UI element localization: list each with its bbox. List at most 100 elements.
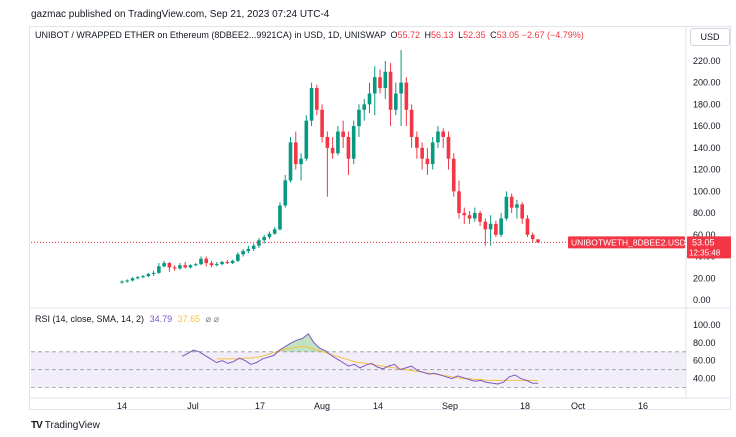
time-tick-label: 17: [255, 401, 265, 411]
rsi-value: 34.79: [149, 314, 173, 324]
candle-body: [320, 109, 324, 137]
candle-body: [167, 263, 172, 268]
candle-body: [457, 191, 461, 214]
price-tag-bg: [687, 236, 731, 259]
candle-body: [146, 273, 151, 277]
candle-body: [135, 277, 140, 279]
time-tick-label: Aug: [314, 401, 330, 411]
candle-body: [341, 131, 345, 137]
high-label: H: [424, 30, 432, 40]
price-tick-label: 0.00: [693, 295, 711, 305]
rsi-settings-glyphs[interactable]: ⌀ ⌀: [205, 314, 219, 324]
candle-body: [441, 131, 446, 137]
candle-body: [536, 239, 540, 243]
candle-body: [172, 267, 177, 269]
candle-body: [299, 158, 303, 165]
candle-body: [283, 180, 288, 206]
candle-body: [399, 82, 403, 94]
price-tick-label: 20.00: [693, 273, 716, 283]
candle-body: [236, 254, 240, 261]
candle-body: [130, 278, 135, 281]
time-tick-label: 16: [638, 401, 648, 411]
time-tick-label: 14: [117, 401, 127, 411]
candle-body: [462, 213, 467, 216]
rsi-line: [181, 333, 539, 385]
candle-body: [151, 272, 156, 274]
price-tick-label: 220.00: [693, 56, 721, 66]
price-tick-label: 120.00: [693, 165, 721, 175]
candle-body: [404, 82, 409, 110]
candle-body: [425, 158, 430, 165]
candle-body: [525, 218, 530, 235]
rsi-tick-label: 40.00: [693, 374, 716, 384]
candle-body: [515, 204, 519, 208]
candle-body: [157, 266, 161, 273]
candle-body: [330, 147, 335, 154]
candle-body: [409, 109, 414, 137]
candle-body: [315, 88, 319, 110]
candle-body: [251, 245, 256, 249]
close-label: C: [490, 30, 497, 40]
price-tag-value: 53.05: [692, 237, 715, 247]
candle-body: [241, 251, 245, 255]
time-tick-label: Oct: [571, 401, 586, 411]
candle-body: [125, 280, 130, 282]
candle-body: [336, 131, 340, 154]
candle-body: [530, 234, 535, 240]
candle-body: [494, 223, 498, 235]
low-label: L: [458, 30, 464, 40]
candle-body: [257, 240, 261, 246]
candle-body: [451, 158, 456, 192]
time-tick-label: Jul: [187, 401, 199, 411]
time-tick-label: 14: [373, 401, 383, 411]
candle-body: [509, 196, 514, 208]
footer-brand: TradingView: [44, 420, 100, 431]
symbol-title: UNIBOT / WRAPPED ETHER on Ethereum (8DBE…: [35, 30, 386, 40]
price-tag-countdown: 12:35:48: [689, 248, 721, 257]
candle-body: [193, 264, 198, 266]
tradingview-logo-icon: TV: [31, 420, 43, 431]
symbol-legend: UNIBOT / WRAPPED ETHER on Ethereum (8DBE…: [35, 30, 584, 40]
rsi-label: RSI (14, close, SMA, 14, 2): [35, 314, 145, 324]
candle-body: [436, 131, 440, 143]
price-tick-label: 200.00: [693, 78, 721, 88]
open-label: O: [390, 30, 398, 40]
rsi-tick-label: 100.00: [693, 320, 721, 330]
candle-body: [467, 215, 472, 219]
candle-body: [225, 261, 230, 264]
price-tick-label: 100.00: [693, 186, 721, 196]
candle-body: [346, 136, 351, 159]
rsi-tick-label: 60.00: [693, 356, 716, 366]
time-tick-label: Sep: [442, 401, 458, 411]
candle-body: [504, 196, 509, 219]
price-tick-label: 160.00: [693, 121, 721, 131]
open-value: 55.72: [397, 30, 421, 40]
candle-body: [246, 248, 251, 252]
price-tick-label: 80.00: [693, 208, 716, 218]
rsi-tick-label: 80.00: [693, 338, 716, 348]
candle-body: [220, 261, 224, 265]
candle-body: [267, 233, 272, 237]
candle-body: [473, 213, 477, 219]
currency-button[interactable]: USD: [690, 28, 730, 46]
candle-body: [272, 229, 277, 234]
rsi-legend: RSI (14, close, SMA, 14, 2) 34.79 37.65 …: [35, 314, 219, 325]
candle-body: [209, 263, 214, 266]
close-value: 53.05: [496, 30, 520, 40]
rsi-band: [31, 351, 686, 388]
candle-body: [388, 71, 393, 110]
candle-body: [378, 77, 382, 89]
candle-body: [394, 93, 398, 110]
price-tick-label: 60.00: [693, 230, 716, 240]
candle-body: [278, 205, 282, 230]
candle-body: [288, 142, 293, 181]
candle-body: [351, 126, 356, 159]
candle-body: [362, 104, 367, 110]
candle-body: [183, 265, 187, 268]
candle-body: [478, 213, 482, 222]
footer: TV TradingView: [31, 420, 100, 431]
candle-body: [304, 120, 309, 159]
candle-body: [357, 109, 361, 127]
candle-body: [120, 281, 124, 283]
